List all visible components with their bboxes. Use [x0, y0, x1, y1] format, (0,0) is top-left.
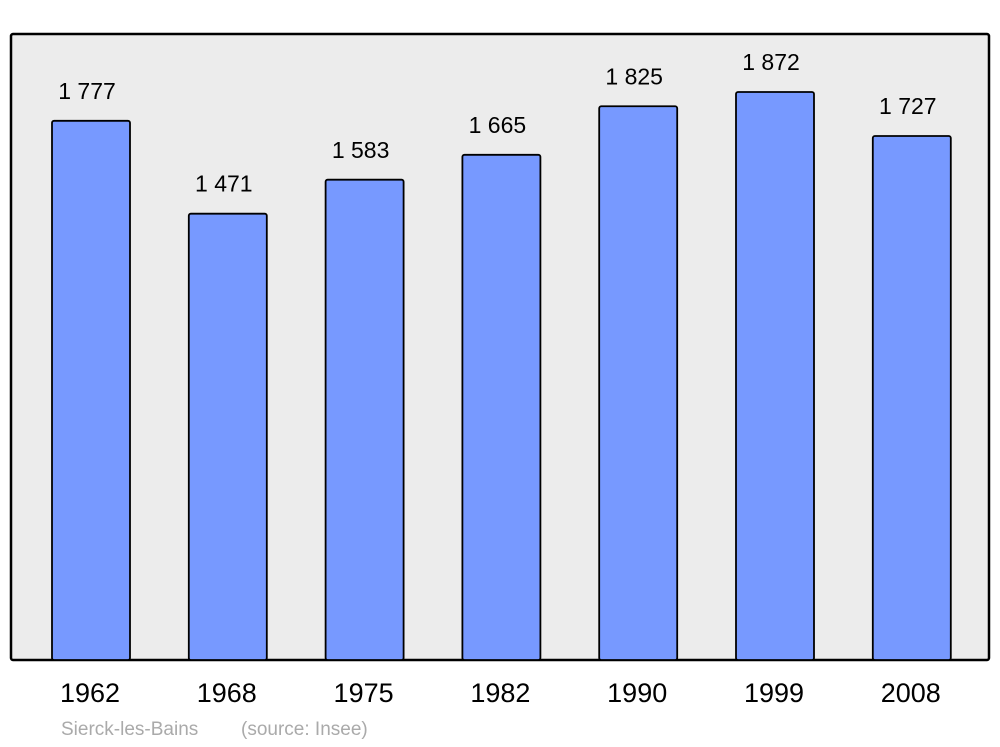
value-label: 1 471: [195, 171, 253, 197]
bar: [871, 135, 952, 661]
x-tick-label: 1968: [197, 678, 257, 708]
x-tick-label: 1990: [607, 678, 667, 708]
value-label: 1 825: [605, 63, 663, 89]
x-tick-label: 1975: [334, 678, 394, 708]
bar: [324, 178, 405, 661]
x-tick-label: 1982: [470, 678, 530, 708]
value-label: 1 872: [742, 49, 800, 75]
value-label: 1 777: [58, 78, 116, 104]
place-name: Sierck-les-Bains: [61, 719, 198, 740]
bar: [461, 153, 542, 661]
x-tick-label: 2008: [881, 678, 941, 708]
bar: [51, 119, 131, 661]
value-label: 1 727: [879, 93, 937, 119]
source-note: (source: Insee): [241, 719, 368, 740]
x-tick-label: 1999: [744, 678, 804, 708]
x-tick-label: 1962: [60, 678, 120, 708]
bar: [187, 212, 268, 661]
bar: [598, 105, 679, 661]
value-label: 1 665: [469, 112, 527, 138]
value-label: 1 583: [332, 137, 390, 163]
bar: [735, 91, 815, 661]
